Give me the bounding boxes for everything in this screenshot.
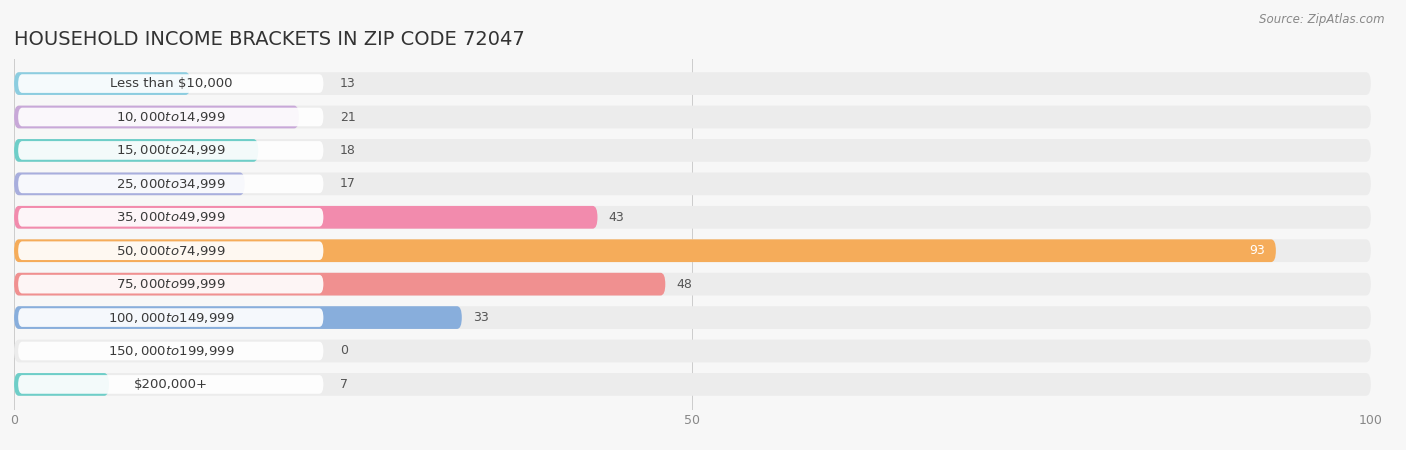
Text: 33: 33 (472, 311, 488, 324)
FancyBboxPatch shape (18, 208, 323, 227)
FancyBboxPatch shape (18, 108, 323, 126)
Text: 93: 93 (1250, 244, 1265, 257)
FancyBboxPatch shape (18, 375, 323, 394)
Text: Source: ZipAtlas.com: Source: ZipAtlas.com (1260, 14, 1385, 27)
FancyBboxPatch shape (14, 139, 1371, 162)
FancyBboxPatch shape (18, 275, 323, 293)
FancyBboxPatch shape (14, 172, 1371, 195)
FancyBboxPatch shape (14, 72, 190, 95)
FancyBboxPatch shape (18, 74, 323, 93)
Text: 13: 13 (340, 77, 356, 90)
FancyBboxPatch shape (18, 342, 323, 360)
Text: 7: 7 (340, 378, 347, 391)
Text: $15,000 to $24,999: $15,000 to $24,999 (115, 144, 225, 158)
Text: 18: 18 (340, 144, 356, 157)
FancyBboxPatch shape (14, 340, 1371, 362)
Text: 21: 21 (340, 111, 356, 123)
Text: $35,000 to $49,999: $35,000 to $49,999 (115, 210, 225, 224)
Text: Less than $10,000: Less than $10,000 (110, 77, 232, 90)
FancyBboxPatch shape (14, 106, 299, 128)
Text: $25,000 to $34,999: $25,000 to $34,999 (115, 177, 225, 191)
Text: $75,000 to $99,999: $75,000 to $99,999 (115, 277, 225, 291)
FancyBboxPatch shape (14, 306, 1371, 329)
Text: 48: 48 (676, 278, 692, 291)
FancyBboxPatch shape (14, 72, 1371, 95)
FancyBboxPatch shape (14, 206, 1371, 229)
Text: 0: 0 (340, 345, 347, 357)
Text: $10,000 to $14,999: $10,000 to $14,999 (115, 110, 225, 124)
Text: $150,000 to $199,999: $150,000 to $199,999 (107, 344, 233, 358)
FancyBboxPatch shape (18, 308, 323, 327)
FancyBboxPatch shape (14, 273, 665, 296)
FancyBboxPatch shape (18, 241, 323, 260)
FancyBboxPatch shape (14, 373, 1371, 396)
Text: $50,000 to $74,999: $50,000 to $74,999 (115, 244, 225, 258)
Text: $100,000 to $149,999: $100,000 to $149,999 (107, 310, 233, 324)
Text: 17: 17 (340, 177, 356, 190)
FancyBboxPatch shape (14, 273, 1371, 296)
Text: $200,000+: $200,000+ (134, 378, 208, 391)
FancyBboxPatch shape (14, 239, 1371, 262)
FancyBboxPatch shape (14, 206, 598, 229)
FancyBboxPatch shape (18, 175, 323, 193)
FancyBboxPatch shape (14, 239, 1275, 262)
Text: 43: 43 (609, 211, 624, 224)
Text: HOUSEHOLD INCOME BRACKETS IN ZIP CODE 72047: HOUSEHOLD INCOME BRACKETS IN ZIP CODE 72… (14, 30, 524, 49)
FancyBboxPatch shape (18, 141, 323, 160)
FancyBboxPatch shape (14, 306, 461, 329)
FancyBboxPatch shape (14, 172, 245, 195)
FancyBboxPatch shape (14, 373, 110, 396)
FancyBboxPatch shape (14, 106, 1371, 128)
FancyBboxPatch shape (14, 139, 259, 162)
